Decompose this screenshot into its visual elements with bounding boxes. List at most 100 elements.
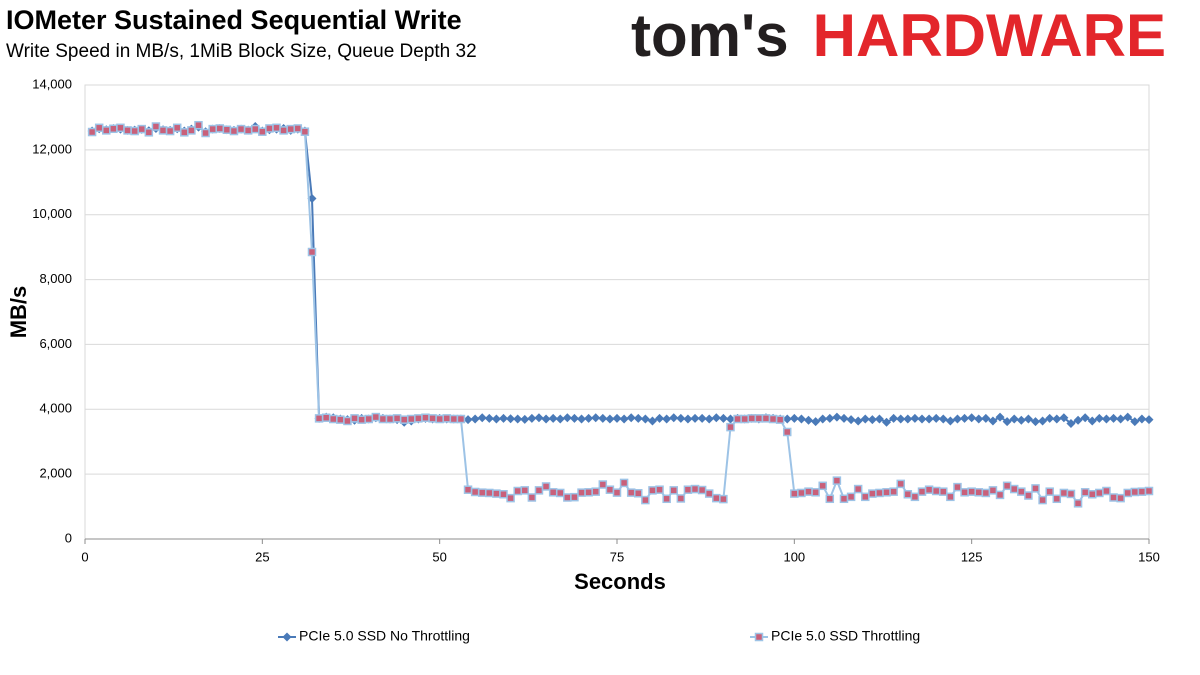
data-point — [1045, 413, 1055, 423]
data-point — [1094, 413, 1104, 423]
data-point — [534, 486, 544, 495]
data-point — [647, 416, 657, 426]
data-point — [442, 414, 452, 423]
data-point — [116, 123, 125, 133]
x-tick-label: 100 — [783, 549, 805, 564]
data-point — [421, 413, 430, 422]
data-point — [180, 128, 189, 137]
data-point — [350, 414, 359, 423]
y-tick-label: 0 — [65, 530, 72, 545]
data-point — [967, 413, 977, 423]
data-point — [981, 413, 991, 423]
data-point — [669, 413, 679, 423]
data-point — [662, 494, 671, 504]
data-point — [541, 482, 551, 491]
chart-title: IOMeter Sustained Sequential Write — [6, 5, 462, 35]
data-point — [87, 127, 97, 137]
data-point — [1031, 417, 1041, 427]
data-point — [279, 126, 288, 135]
data-point — [130, 126, 139, 136]
data-point — [669, 486, 678, 495]
data-point — [719, 494, 728, 504]
data-point — [165, 126, 175, 136]
data-point — [520, 486, 530, 495]
data-point — [818, 414, 828, 424]
data-point — [463, 415, 473, 425]
data-point — [477, 413, 487, 423]
data-point — [1023, 414, 1033, 424]
data-point — [1002, 481, 1012, 491]
data-point — [889, 413, 899, 423]
data-point — [761, 414, 771, 423]
data-point — [1031, 484, 1040, 493]
data-point — [1137, 487, 1147, 496]
data-point — [321, 413, 331, 422]
x-tick-label: 150 — [1138, 549, 1160, 564]
data-point — [690, 413, 700, 423]
data-point — [860, 414, 870, 424]
data-point — [1088, 489, 1097, 499]
chart-subtitle: Write Speed in MB/s, 1MiB Block Size, Qu… — [6, 41, 477, 62]
data-point — [740, 414, 749, 424]
data-point — [853, 416, 863, 426]
data-point — [591, 413, 601, 423]
data-point — [1144, 486, 1154, 496]
data-point — [952, 414, 962, 424]
data-point — [258, 127, 267, 136]
data-point — [250, 124, 260, 134]
data-point — [598, 413, 608, 423]
data-point — [584, 413, 594, 423]
x-tick-label: 0 — [81, 549, 88, 564]
data-point — [605, 485, 615, 494]
data-point — [1144, 415, 1154, 425]
data-point — [584, 488, 593, 497]
data-point — [676, 494, 686, 503]
data-point — [910, 492, 920, 502]
legend-marker — [754, 632, 764, 642]
data-point — [683, 414, 693, 424]
data-point — [825, 413, 835, 423]
data-point — [144, 128, 154, 137]
data-point — [470, 487, 480, 497]
data-point — [485, 488, 494, 498]
data-point — [718, 413, 728, 423]
data-point — [513, 414, 523, 424]
data-point — [215, 124, 225, 133]
data-point — [967, 487, 976, 496]
data-point — [491, 414, 501, 424]
data-point — [931, 413, 941, 423]
data-point — [683, 485, 693, 494]
data-point — [633, 413, 643, 423]
data-point — [626, 413, 636, 423]
data-point — [343, 416, 352, 426]
data-point — [811, 417, 821, 427]
data-point — [917, 487, 927, 496]
data-point — [832, 412, 842, 422]
data-point — [725, 414, 735, 424]
data-point — [697, 485, 707, 495]
data-point — [1123, 488, 1132, 498]
data-point — [598, 480, 608, 489]
data-point — [229, 126, 239, 136]
logo-hardware: HARDWARE — [813, 2, 1166, 69]
data-point — [520, 414, 530, 424]
data-point — [711, 413, 721, 423]
y-tick-label: 2,000 — [39, 466, 72, 481]
data-point — [506, 414, 516, 424]
data-point — [527, 493, 537, 502]
data-point — [875, 488, 884, 498]
data-point — [591, 487, 600, 496]
data-point — [570, 492, 579, 502]
data-point — [804, 487, 813, 496]
data-point — [839, 494, 849, 504]
legend-marker — [282, 632, 292, 642]
data-point — [846, 415, 856, 425]
data-point — [712, 493, 721, 503]
plot-area — [84, 84, 1150, 540]
data-point — [1024, 491, 1033, 500]
logo-toms: tom's — [631, 2, 789, 69]
data-point — [931, 486, 941, 496]
data-point — [1080, 488, 1090, 497]
data-point — [492, 489, 501, 498]
data-point — [782, 414, 792, 424]
